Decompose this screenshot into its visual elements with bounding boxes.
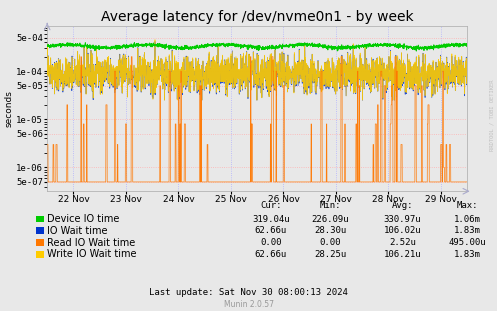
Text: 2.52u: 2.52u	[389, 238, 416, 247]
Text: 495.00u: 495.00u	[448, 238, 486, 247]
Text: 28.30u: 28.30u	[315, 226, 346, 235]
Text: Read IO Wait time: Read IO Wait time	[47, 238, 136, 248]
Text: 0.00: 0.00	[260, 238, 282, 247]
Text: 1.83m: 1.83m	[454, 226, 481, 235]
Text: Avg:: Avg:	[392, 201, 414, 210]
Text: 62.66u: 62.66u	[255, 250, 287, 259]
Text: Min:: Min:	[320, 201, 341, 210]
Text: 106.21u: 106.21u	[384, 250, 421, 259]
Text: 330.97u: 330.97u	[384, 215, 421, 224]
Text: 1.06m: 1.06m	[454, 215, 481, 224]
Text: Munin 2.0.57: Munin 2.0.57	[224, 300, 273, 309]
Text: Max:: Max:	[456, 201, 478, 210]
Text: 28.25u: 28.25u	[315, 250, 346, 259]
Text: 0.00: 0.00	[320, 238, 341, 247]
Title: Average latency for /dev/nvme0n1 - by week: Average latency for /dev/nvme0n1 - by we…	[101, 10, 414, 24]
Text: 319.04u: 319.04u	[252, 215, 290, 224]
Text: 226.09u: 226.09u	[312, 215, 349, 224]
Text: Device IO time: Device IO time	[47, 214, 120, 224]
Text: IO Wait time: IO Wait time	[47, 226, 108, 236]
Text: Write IO Wait time: Write IO Wait time	[47, 249, 137, 259]
Text: RRDTOOL / TOBI OETIKER: RRDTOOL / TOBI OETIKER	[490, 79, 495, 151]
Text: Last update: Sat Nov 30 08:00:13 2024: Last update: Sat Nov 30 08:00:13 2024	[149, 288, 348, 297]
Text: 1.83m: 1.83m	[454, 250, 481, 259]
Text: 106.02u: 106.02u	[384, 226, 421, 235]
Text: Cur:: Cur:	[260, 201, 282, 210]
Text: 62.66u: 62.66u	[255, 226, 287, 235]
Y-axis label: seconds: seconds	[4, 91, 13, 127]
